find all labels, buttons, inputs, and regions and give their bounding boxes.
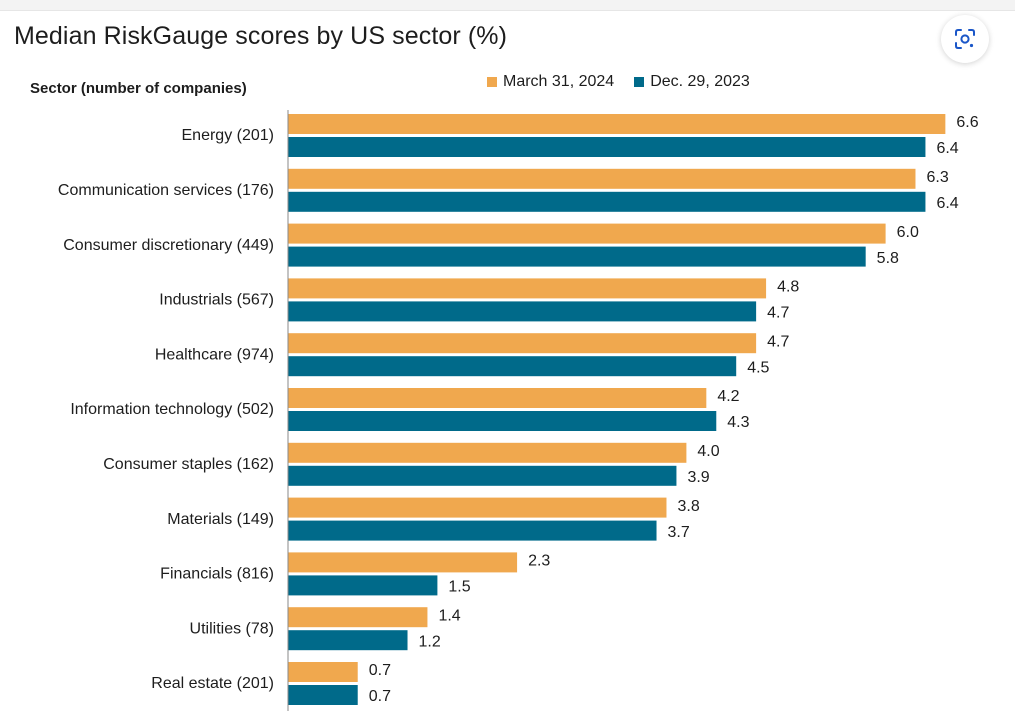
category-label-communication-services: Communication services (176) [58,182,274,199]
bar-dec-2023-utilities [288,630,408,651]
bar-dec-2023-energy [288,137,926,157]
bar-march-2024-consumer-discretionary [288,223,886,244]
value-label-march-2024-financials: 2.3 [528,553,550,570]
top-edge-bar [0,0,1015,11]
category-label-information-technology: Information technology (502) [70,401,274,418]
category-label-financials: Financials (816) [160,566,274,583]
legend-item-dec-2023: Dec. 29, 2023 [634,73,750,91]
category-label-consumer-discretionary: Consumer discretionary (449) [63,237,274,254]
value-label-dec-2023-materials: 3.7 [668,524,690,541]
bar-dec-2023-healthcare [288,356,737,377]
bar-march-2024-materials [288,497,667,518]
value-label-dec-2023-real-estate: 0.7 [369,688,391,705]
bar-march-2024-consumer-staples [288,442,687,463]
value-label-march-2024-energy: 6.6 [956,114,978,131]
value-label-dec-2023-healthcare: 4.5 [747,359,769,376]
bar-dec-2023-consumer-discretionary [288,246,866,267]
bar-dec-2023-consumer-staples [288,465,677,486]
value-label-march-2024-healthcare: 4.7 [767,333,789,350]
bar-march-2024-healthcare [288,333,757,354]
bar-march-2024-industrials [288,278,767,299]
legend-swatch-dec-2023 [634,77,645,87]
value-label-dec-2023-communication-services: 6.4 [936,195,958,212]
visual-search-button[interactable] [941,15,989,63]
bar-dec-2023-industrials [288,301,757,322]
value-label-dec-2023-consumer-discretionary: 5.8 [877,250,899,267]
google-lens-icon [955,29,975,49]
legend-label-march-2024: March 31, 2024 [503,73,615,90]
legend-item-march-2024: March 31, 2024 [487,73,614,91]
bar-march-2024-financials [288,552,518,573]
legend: March 31, 2024 Dec. 29, 2023 [487,72,770,92]
category-label-utilities: Utilities (78) [190,620,274,637]
bar-march-2024-real-estate [288,662,358,682]
value-label-dec-2023-consumer-staples: 3.9 [687,469,709,486]
bar-dec-2023-communication-services [288,191,926,212]
value-label-march-2024-information-technology: 4.2 [717,388,739,405]
value-label-march-2024-consumer-staples: 4.0 [697,443,719,460]
category-label-energy: Energy (201) [182,127,275,144]
bar-dec-2023-financials [288,575,438,596]
y-axis-title: Sector (number of companies) [30,80,247,97]
value-label-dec-2023-utilities: 1.2 [419,633,441,650]
bar-march-2024-energy [288,114,946,134]
chart-title: Median RiskGauge scores by US sector (%) [14,22,508,50]
category-label-industrials: Industrials (567) [159,292,274,309]
value-label-march-2024-consumer-discretionary: 6.0 [897,224,919,241]
bar-dec-2023-real-estate [288,685,358,705]
legend-label-dec-2023: Dec. 29, 2023 [650,73,750,90]
category-label-consumer-staples: Consumer staples (162) [103,456,274,473]
bar-dec-2023-information-technology [288,411,717,431]
category-label-materials: Materials (149) [167,511,274,528]
bar-march-2024-utilities [288,607,428,628]
value-label-march-2024-utilities: 1.4 [438,607,460,624]
value-label-march-2024-industrials: 4.8 [777,279,799,296]
bar-dec-2023-materials [288,520,657,541]
value-label-dec-2023-information-technology: 4.3 [727,414,749,431]
legend-swatch-march-2024 [487,77,497,87]
value-label-march-2024-communication-services: 6.3 [926,169,948,186]
category-label-healthcare: Healthcare (974) [155,346,274,363]
bar-march-2024-information-technology [288,388,707,408]
value-label-dec-2023-energy: 6.4 [936,140,958,157]
category-label-real-estate: Real estate (201) [151,675,274,692]
value-label-march-2024-real-estate: 0.7 [369,662,391,679]
value-label-march-2024-materials: 3.8 [677,498,699,515]
bar-march-2024-communication-services [288,168,916,189]
value-label-dec-2023-industrials: 4.7 [767,305,789,322]
value-label-dec-2023-financials: 1.5 [448,579,470,596]
